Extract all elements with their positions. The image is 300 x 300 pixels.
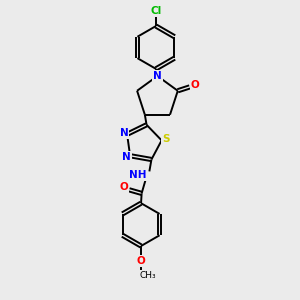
Text: S: S [162, 134, 170, 144]
Text: Cl: Cl [150, 6, 162, 16]
Text: O: O [190, 80, 199, 90]
Text: O: O [120, 182, 128, 192]
Text: O: O [137, 256, 146, 266]
Text: N: N [153, 71, 162, 81]
Text: N: N [120, 128, 128, 138]
Text: N: N [122, 152, 131, 162]
Text: CH₃: CH₃ [139, 271, 156, 280]
Text: NH: NH [130, 170, 147, 180]
